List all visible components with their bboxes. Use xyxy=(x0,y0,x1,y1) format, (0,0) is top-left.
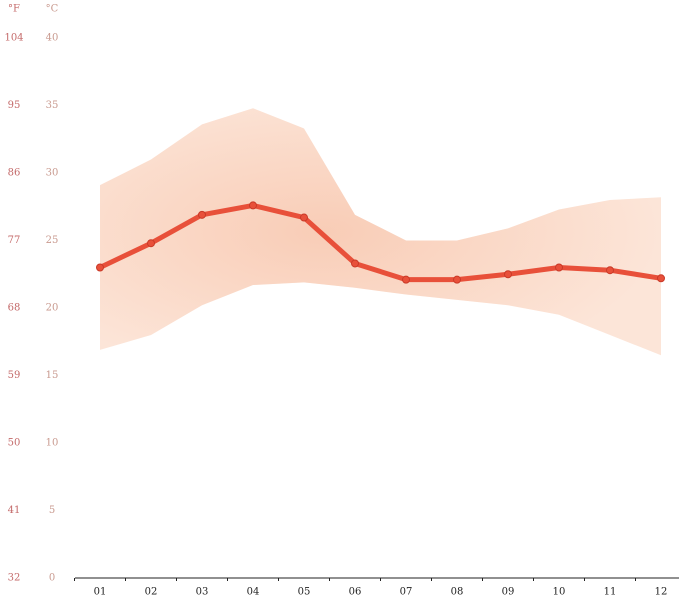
y2-tick-label: 32 xyxy=(8,573,21,584)
y2-tick-label: 41 xyxy=(8,505,21,516)
y2-tick-label: 77 xyxy=(8,235,21,246)
y-tick-label: 20 xyxy=(46,303,59,314)
y-tick-label: 5 xyxy=(49,505,55,516)
point xyxy=(300,213,308,222)
x-tick-label: 08 xyxy=(451,587,464,598)
point xyxy=(96,263,104,272)
y2-tick-label: 86 xyxy=(8,168,21,179)
range-glow xyxy=(100,108,661,356)
point xyxy=(402,275,410,284)
point xyxy=(555,263,563,272)
y-tick-label: 25 xyxy=(46,235,59,246)
x-tick-label: 11 xyxy=(604,587,617,598)
point xyxy=(198,210,206,219)
y2-tick-label: 95 xyxy=(8,100,21,111)
point xyxy=(351,259,359,268)
x-tick-label: 07 xyxy=(400,587,413,598)
x-tick-label: 06 xyxy=(349,587,362,598)
y-tick-label: 15 xyxy=(46,370,59,381)
x-tick-label: 02 xyxy=(145,587,158,598)
y2-tick-label: 50 xyxy=(8,438,21,449)
x-tick-label: 05 xyxy=(298,587,311,598)
x-tick-label: 09 xyxy=(502,587,515,598)
point xyxy=(147,239,155,248)
y-tick-label: 0 xyxy=(49,573,55,584)
y-tick-label: 10 xyxy=(46,438,59,449)
point xyxy=(504,270,512,279)
x-tick-label: 03 xyxy=(196,587,209,598)
point xyxy=(249,201,257,210)
y2-tick-label: 59 xyxy=(8,370,21,381)
point xyxy=(606,266,614,275)
y-tick-label: 40 xyxy=(46,33,59,44)
axis-header: °C xyxy=(46,4,59,15)
x-tick-label: 10 xyxy=(553,587,566,598)
mean-line xyxy=(98,202,662,283)
y2-tick-label: 68 xyxy=(8,303,21,314)
y2-tick-label: 104 xyxy=(4,33,23,44)
x-tick-label: 01 xyxy=(94,587,107,598)
x-tick-label: 04 xyxy=(247,587,260,598)
axis-header: °F xyxy=(8,4,20,15)
x-tick-label: 12 xyxy=(655,587,668,598)
y-tick-label: 35 xyxy=(46,100,59,111)
point xyxy=(657,274,665,283)
point xyxy=(453,275,461,284)
y-tick-label: 30 xyxy=(46,168,59,179)
